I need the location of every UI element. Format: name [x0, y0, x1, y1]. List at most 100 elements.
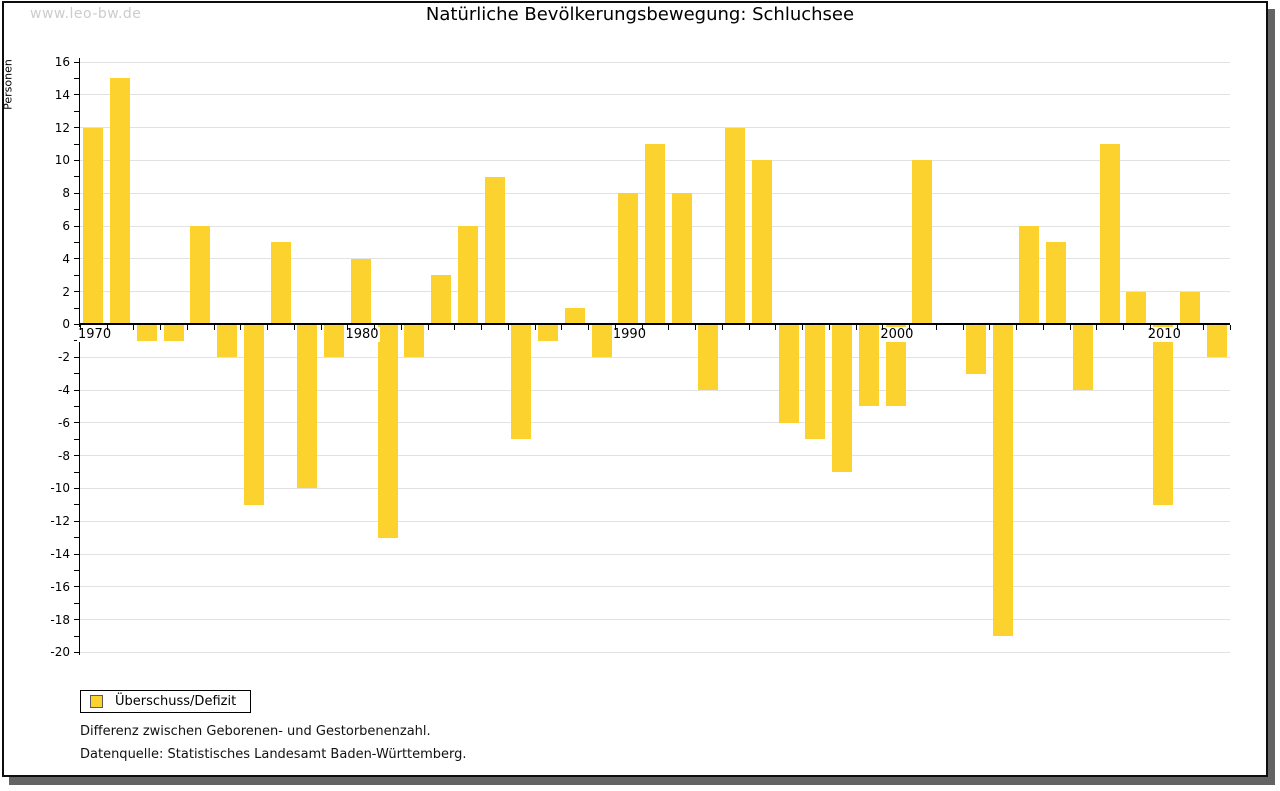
y-axis-line	[79, 58, 80, 655]
y-tick-label: 16	[54, 55, 70, 69]
x-axis-tick	[320, 325, 322, 331]
x-axis-tick	[160, 325, 162, 331]
y-axis-tick	[74, 307, 79, 309]
gridline	[80, 422, 1230, 424]
y-axis-tick	[74, 504, 79, 506]
bar-1979	[324, 324, 345, 358]
x-axis-tick	[561, 325, 563, 331]
gridline	[80, 619, 1230, 621]
x-axis-tick	[1069, 325, 1071, 331]
bar-1991	[645, 144, 665, 325]
bar-2006	[1046, 242, 1067, 325]
bar-1975	[217, 324, 238, 358]
gridline	[80, 487, 1230, 489]
y-tick-label: 8	[62, 186, 70, 201]
y-axis-tick	[74, 143, 79, 145]
x-tick-label: 2000	[879, 327, 915, 343]
x-axis-tick	[802, 325, 804, 331]
bar-1992	[671, 193, 692, 325]
x-axis-tick	[882, 325, 884, 331]
bar-2004	[992, 324, 1013, 636]
x-axis-tick	[641, 325, 643, 331]
bar-2007	[1072, 324, 1093, 390]
bar-1989	[591, 324, 612, 358]
y-axis-tick	[74, 192, 79, 194]
chart-title: Natürliche Bevölkerungsbewegung: Schluch…	[425, 4, 855, 25]
x-axis-line	[80, 323, 1230, 326]
y-axis-tick	[74, 651, 79, 653]
bar-2000	[885, 324, 906, 407]
x-axis-tick	[1042, 325, 1044, 331]
bar-1978	[297, 324, 318, 489]
x-axis-tick	[507, 325, 509, 331]
x-axis-tick	[721, 325, 723, 331]
y-axis-tick	[74, 323, 79, 325]
x-axis-tick	[748, 325, 750, 331]
x-axis-tick	[534, 325, 536, 331]
bar-2005	[1019, 226, 1040, 325]
bar-1974	[190, 226, 211, 325]
y-axis-tick	[74, 569, 79, 571]
x-axis-tick	[293, 325, 295, 331]
y-axis-tick	[74, 422, 79, 424]
y-axis-tick	[74, 405, 79, 407]
watermark: www.leo-bw.de	[30, 6, 142, 22]
bar-1990	[618, 193, 639, 325]
bar-1976	[243, 324, 264, 505]
gridline	[80, 389, 1230, 391]
y-tick-label: 2	[62, 284, 70, 299]
y-tick-label: -8	[58, 448, 70, 463]
x-axis-tick	[80, 325, 81, 331]
gridline	[80, 94, 1230, 96]
gridline	[80, 586, 1230, 588]
y-axis-tick	[74, 438, 79, 440]
x-axis-tick	[1149, 325, 1151, 331]
y-axis-tick	[74, 291, 79, 293]
x-axis-tick	[374, 325, 376, 331]
bar-1970	[83, 127, 104, 325]
y-axis-tick	[74, 127, 79, 129]
x-axis-tick	[1096, 325, 1098, 331]
x-axis-tick	[828, 325, 830, 331]
y-axis-tick	[74, 176, 79, 178]
x-tick-label: 2010	[1146, 327, 1182, 343]
y-tick-label: -20	[50, 645, 70, 660]
bar-1972	[136, 324, 157, 341]
x-axis-tick	[267, 325, 269, 331]
gridline	[80, 520, 1230, 522]
legend-label: Überschuss/Defizit	[115, 694, 237, 709]
y-tick-label: 6	[62, 219, 70, 233]
bar-1984	[457, 226, 478, 325]
x-axis-tick	[186, 325, 188, 331]
y-axis-tick	[74, 209, 79, 211]
bar-1986	[511, 324, 532, 440]
y-tick-label: -12	[50, 514, 70, 529]
bar-1980	[350, 258, 371, 325]
y-axis-tick	[74, 274, 79, 276]
x-axis-tick	[106, 325, 108, 331]
bar-1977	[270, 242, 291, 325]
bar-1995	[751, 160, 772, 325]
y-tick-label: -4	[58, 383, 70, 397]
x-axis-tick	[213, 325, 215, 331]
x-axis-tick	[962, 325, 964, 331]
x-axis-tick	[668, 325, 670, 331]
y-axis-tick	[74, 356, 79, 358]
x-axis-tick	[775, 325, 777, 331]
y-tick-label: -6	[58, 415, 70, 430]
y-tick-label: 0	[62, 317, 70, 332]
gridline	[80, 651, 1230, 653]
bar-1983	[431, 275, 452, 325]
x-tick-label: 1990	[611, 327, 647, 343]
gridline	[80, 127, 1230, 129]
y-axis-tick	[74, 635, 79, 637]
window-frame	[2, 1, 1268, 777]
y-tick-label: -14	[50, 547, 70, 561]
y-tick-label: 4	[62, 251, 70, 266]
x-axis-tick	[481, 325, 483, 331]
x-axis-tick	[1176, 325, 1178, 331]
y-axis-tick	[74, 373, 79, 375]
gridline	[80, 455, 1230, 457]
x-axis-tick	[1016, 325, 1018, 331]
